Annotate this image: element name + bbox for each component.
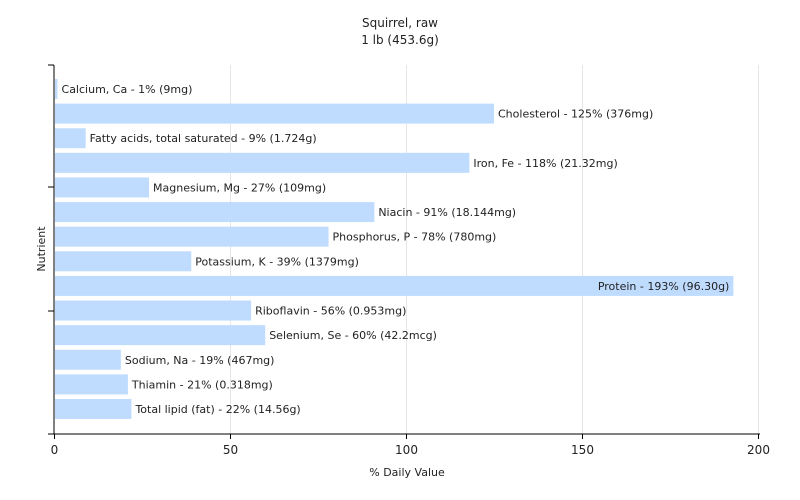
bar-label: Riboflavin - 56% (0.953mg) — [255, 305, 406, 318]
bar-label: Protein - 193% (96.30g) — [598, 280, 730, 293]
y-axis-label: Nutrient — [35, 226, 48, 272]
x-tick-label: 200 — [747, 443, 770, 457]
bar-label: Selenium, Se - 60% (42.2mcg) — [269, 329, 437, 342]
bar — [55, 251, 192, 272]
x-tick-label: 50 — [223, 443, 238, 457]
x-tick-label: 100 — [395, 443, 418, 457]
chart-subtitle: 1 lb (453.6g) — [361, 33, 439, 47]
bar-label: Niacin - 91% (18.144mg) — [378, 206, 516, 219]
axes — [48, 64, 760, 439]
bar-label: Phosphorus, P - 78% (780mg) — [333, 231, 497, 244]
bar — [55, 399, 132, 419]
bar-label: Thiamin - 21% (0.318mg) — [131, 378, 273, 391]
bar — [55, 177, 150, 198]
bar — [55, 374, 128, 395]
bar-label: Cholesterol - 125% (376mg) — [498, 108, 653, 121]
bar-label: Calcium, Ca - 1% (9mg) — [62, 83, 193, 96]
x-tick-label: 150 — [571, 443, 594, 457]
bar — [55, 275, 734, 296]
x-tick-label: 0 — [51, 443, 59, 457]
bar — [55, 103, 494, 124]
x-tick-labels: 0 50 100 150 200 — [51, 443, 770, 457]
bar-label: Total lipid (fat) - 22% (14.56g) — [134, 403, 300, 416]
bar — [55, 325, 266, 346]
bar — [55, 349, 121, 370]
bar-label: Iron, Fe - 118% (21.32mg) — [473, 157, 617, 170]
bar-label: Sodium, Na - 19% (467mg) — [125, 354, 275, 367]
bar-label: Fatty acids, total saturated - 9% (1.724… — [90, 132, 317, 145]
bars: Calcium, Ca - 1% (9mg) Cholesterol - 125%… — [55, 79, 734, 419]
bar — [55, 300, 252, 321]
x-axis-label: % Daily Value — [369, 466, 445, 479]
chart-title: Squirrel, raw — [362, 16, 438, 30]
bar-label: Potassium, K - 39% (1379mg) — [195, 255, 359, 268]
bar — [55, 202, 375, 223]
bar-label: Magnesium, Mg - 27% (109mg) — [153, 181, 326, 194]
bar — [55, 79, 58, 99]
grid-lines — [230, 65, 759, 434]
bar — [55, 128, 86, 149]
bar — [55, 226, 329, 247]
bar — [55, 152, 470, 173]
